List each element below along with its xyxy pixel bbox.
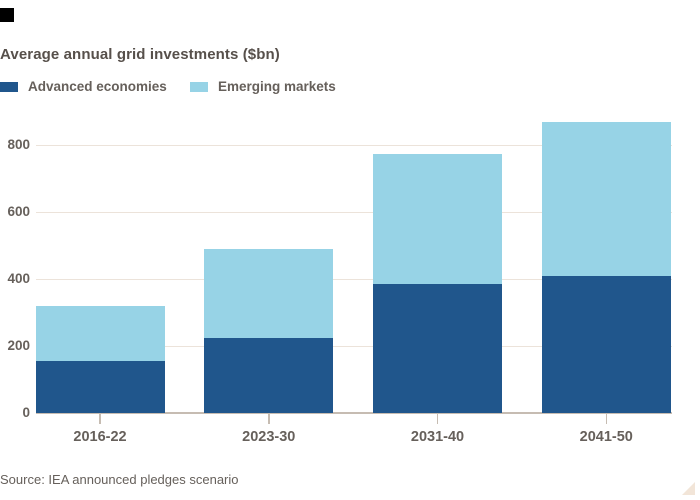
bar-2023-30-advanced-economies: [204, 337, 334, 413]
bar-2031-40-emerging-markets: [373, 153, 502, 285]
legend-label: Emerging markets: [218, 79, 336, 94]
bar-2041-50-emerging-markets: [541, 121, 671, 276]
x-tick-label: 2041-50: [579, 429, 633, 445]
y-tick-label: 0: [22, 405, 30, 420]
source-note: Source: IEA announced pledges scenario: [0, 472, 239, 487]
chart-title: Average annual grid investments ($bn): [0, 46, 280, 63]
x-axis-tick: [268, 414, 270, 424]
y-tick-label: 400: [7, 271, 30, 287]
gridline-200: [36, 345, 672, 347]
x-axis-tick: [99, 414, 101, 424]
bar-2031-40-advanced-economies: [373, 284, 502, 413]
y-tick-label: 600: [7, 204, 30, 220]
legend-label: Advanced economies: [28, 79, 167, 94]
legend: Advanced economies Emerging markets: [0, 79, 690, 94]
legend-swatch-emerging-markets: [190, 81, 208, 92]
publisher-logo-square: [0, 8, 14, 22]
corner-triangle-icon: [682, 482, 695, 495]
legend-item-advanced-economies: Advanced economies: [0, 79, 167, 94]
bar-2023-30-emerging-markets: [204, 249, 334, 338]
legend-item-emerging-markets: Emerging markets: [190, 79, 336, 94]
bar-2041-50-advanced-economies: [541, 275, 671, 413]
y-tick-label: 800: [7, 137, 30, 153]
x-tick-label: 2016-22: [73, 429, 127, 445]
gridline-400: [36, 278, 672, 280]
bar-2016-22-advanced-economies: [35, 361, 165, 413]
bar-2016-22-emerging-markets: [35, 305, 165, 362]
x-tick-label: 2031-40: [410, 429, 465, 445]
gridline-800: [36, 144, 672, 146]
gridline-600: [36, 211, 672, 213]
x-axis-tick: [436, 414, 439, 424]
x-tick-label: 2023-30: [242, 429, 296, 445]
y-tick-label: 200: [7, 338, 30, 354]
x-axis-line: [36, 412, 672, 414]
legend-swatch-advanced-economies: [0, 81, 18, 92]
x-axis-tick: [605, 414, 607, 424]
